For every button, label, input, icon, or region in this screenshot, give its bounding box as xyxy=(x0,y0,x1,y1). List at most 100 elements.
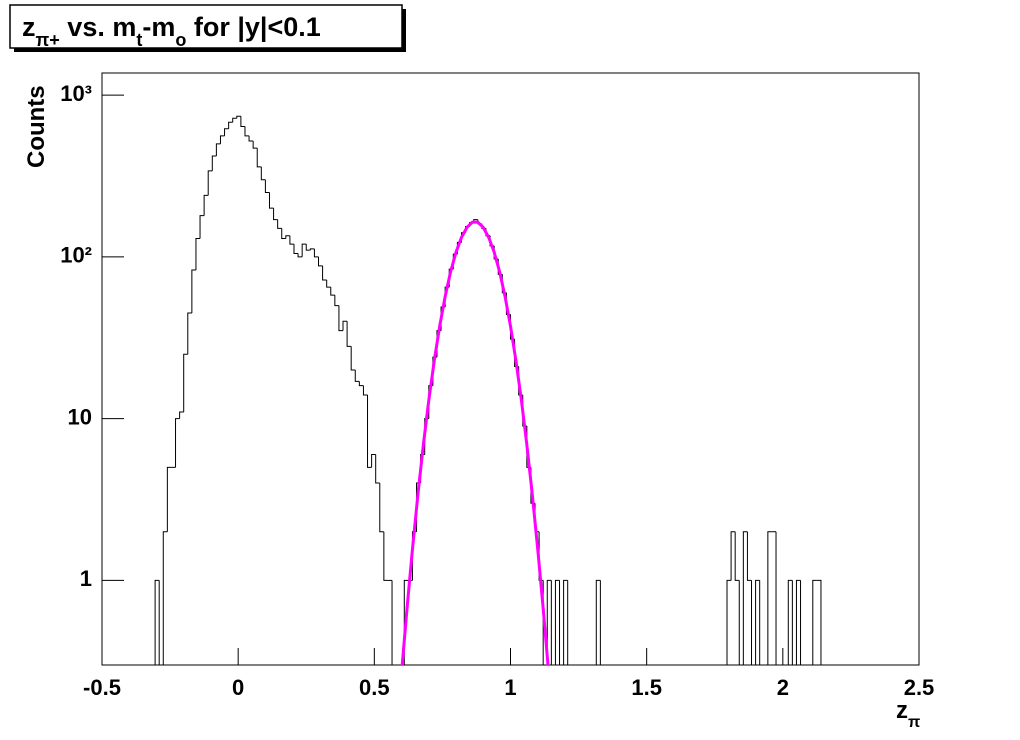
histogram-bin xyxy=(285,235,290,239)
title-part: for |y|<0.1 xyxy=(186,12,320,42)
x-tick-label: -0.5 xyxy=(83,675,121,700)
histogram-bin xyxy=(260,166,266,181)
y-tick-label: 10³ xyxy=(60,81,92,106)
histogram-bin xyxy=(334,295,339,307)
y-tick-label: 1 xyxy=(80,566,92,591)
histogram-bin xyxy=(224,128,229,136)
histogram-bin xyxy=(305,244,311,251)
xlabel-part: z xyxy=(896,697,908,724)
histogram-bin xyxy=(812,579,817,665)
histogram-bin xyxy=(338,305,344,332)
histogram-bin xyxy=(599,580,601,665)
histogram-bin xyxy=(191,269,196,313)
histogram-bin xyxy=(244,126,250,137)
x-tick-label: 1.5 xyxy=(631,675,662,700)
histogram-bin xyxy=(746,531,752,581)
histogram-bin xyxy=(346,321,352,347)
histogram-bin xyxy=(738,580,740,665)
xlabel-part: π xyxy=(908,714,920,731)
histogram-bin xyxy=(293,244,299,254)
x-tick-label: 1 xyxy=(504,675,516,700)
x-tick-label: 0 xyxy=(232,675,244,700)
histogram-bin xyxy=(759,580,761,665)
histogram-bin xyxy=(264,179,270,194)
histogram-bin xyxy=(751,580,753,665)
histogram-bin xyxy=(175,418,180,468)
x-tick-label: 2 xyxy=(777,675,789,700)
histogram-bin xyxy=(252,141,258,149)
chart-title: zπ+ vs. mt-mo for |y|<0.1 xyxy=(22,12,321,50)
histogram-bin xyxy=(215,143,221,157)
histogram-bin xyxy=(281,228,286,239)
title-part: z xyxy=(22,12,36,42)
histogram-bin xyxy=(318,256,323,267)
histogram-bin xyxy=(342,320,348,331)
histogram-bin xyxy=(195,237,201,270)
histogram-bin xyxy=(330,287,335,296)
histogram-bin xyxy=(742,531,748,665)
histogram-bin xyxy=(289,235,294,245)
histogram-bin xyxy=(326,279,331,288)
histogram-bin xyxy=(207,170,213,196)
histogram-bin xyxy=(383,531,388,581)
x-tick-label: 0.5 xyxy=(359,675,390,700)
histogram-bin xyxy=(183,353,188,412)
histogram-bin xyxy=(240,116,245,127)
histogram-bin xyxy=(199,215,205,239)
histogram-bin xyxy=(179,411,184,419)
histogram-bin xyxy=(219,135,225,144)
x-tick-label: 2.5 xyxy=(904,675,935,700)
histogram-bin xyxy=(236,115,241,119)
histogram-bin xyxy=(203,194,209,216)
y-axis-label: Counts xyxy=(23,85,50,168)
x-axis-label: zπ xyxy=(896,697,920,731)
histogram-bin xyxy=(546,579,552,665)
histogram-bin xyxy=(362,385,368,396)
histogram-bin xyxy=(554,579,560,665)
fit-curve xyxy=(400,220,550,665)
histogram-bin xyxy=(158,580,160,665)
histogram-bin xyxy=(379,483,384,533)
title-part: -m xyxy=(142,12,175,42)
histogram xyxy=(154,115,822,665)
histogram-bin xyxy=(256,148,262,168)
histogram-bin xyxy=(787,579,793,665)
histogram-bin xyxy=(322,265,327,281)
histogram-bin xyxy=(791,580,793,665)
histogram-bin xyxy=(795,579,801,665)
title-part: vs. m xyxy=(60,12,137,42)
histogram-bin xyxy=(726,579,732,665)
histogram-bin xyxy=(297,253,303,258)
histogram-bin xyxy=(301,243,307,257)
histogram-bin xyxy=(375,454,380,484)
histogram-bin xyxy=(730,531,736,581)
histogram-bin xyxy=(187,312,192,355)
histogram-bin xyxy=(567,580,569,665)
title-part: o xyxy=(175,30,186,50)
histogram-bin xyxy=(755,579,760,665)
histogram-bin xyxy=(550,580,552,665)
histogram-bin xyxy=(595,579,601,665)
histogram-bin xyxy=(767,531,772,665)
title-part: π+ xyxy=(36,30,60,50)
y-tick-label: 10² xyxy=(60,243,92,268)
histogram-bin xyxy=(391,580,393,665)
histogram-bin xyxy=(734,531,740,581)
plot-frame xyxy=(101,72,920,666)
histogram-bin xyxy=(313,248,319,258)
histogram-bin xyxy=(166,466,172,532)
histogram-bin xyxy=(273,208,278,221)
histogram-bin xyxy=(162,531,168,665)
histogram-bin xyxy=(248,135,254,142)
y-tick-label: 10 xyxy=(68,404,92,429)
histogram-bin xyxy=(371,454,376,468)
title-box xyxy=(9,4,403,49)
histogram-bin xyxy=(775,531,777,665)
histogram-bin xyxy=(232,117,237,123)
histogram-bin xyxy=(800,580,802,665)
histogram-bin xyxy=(154,579,160,665)
histogram-bin xyxy=(354,369,360,382)
histogram-bin xyxy=(816,579,822,665)
histogram-bin xyxy=(367,395,372,468)
